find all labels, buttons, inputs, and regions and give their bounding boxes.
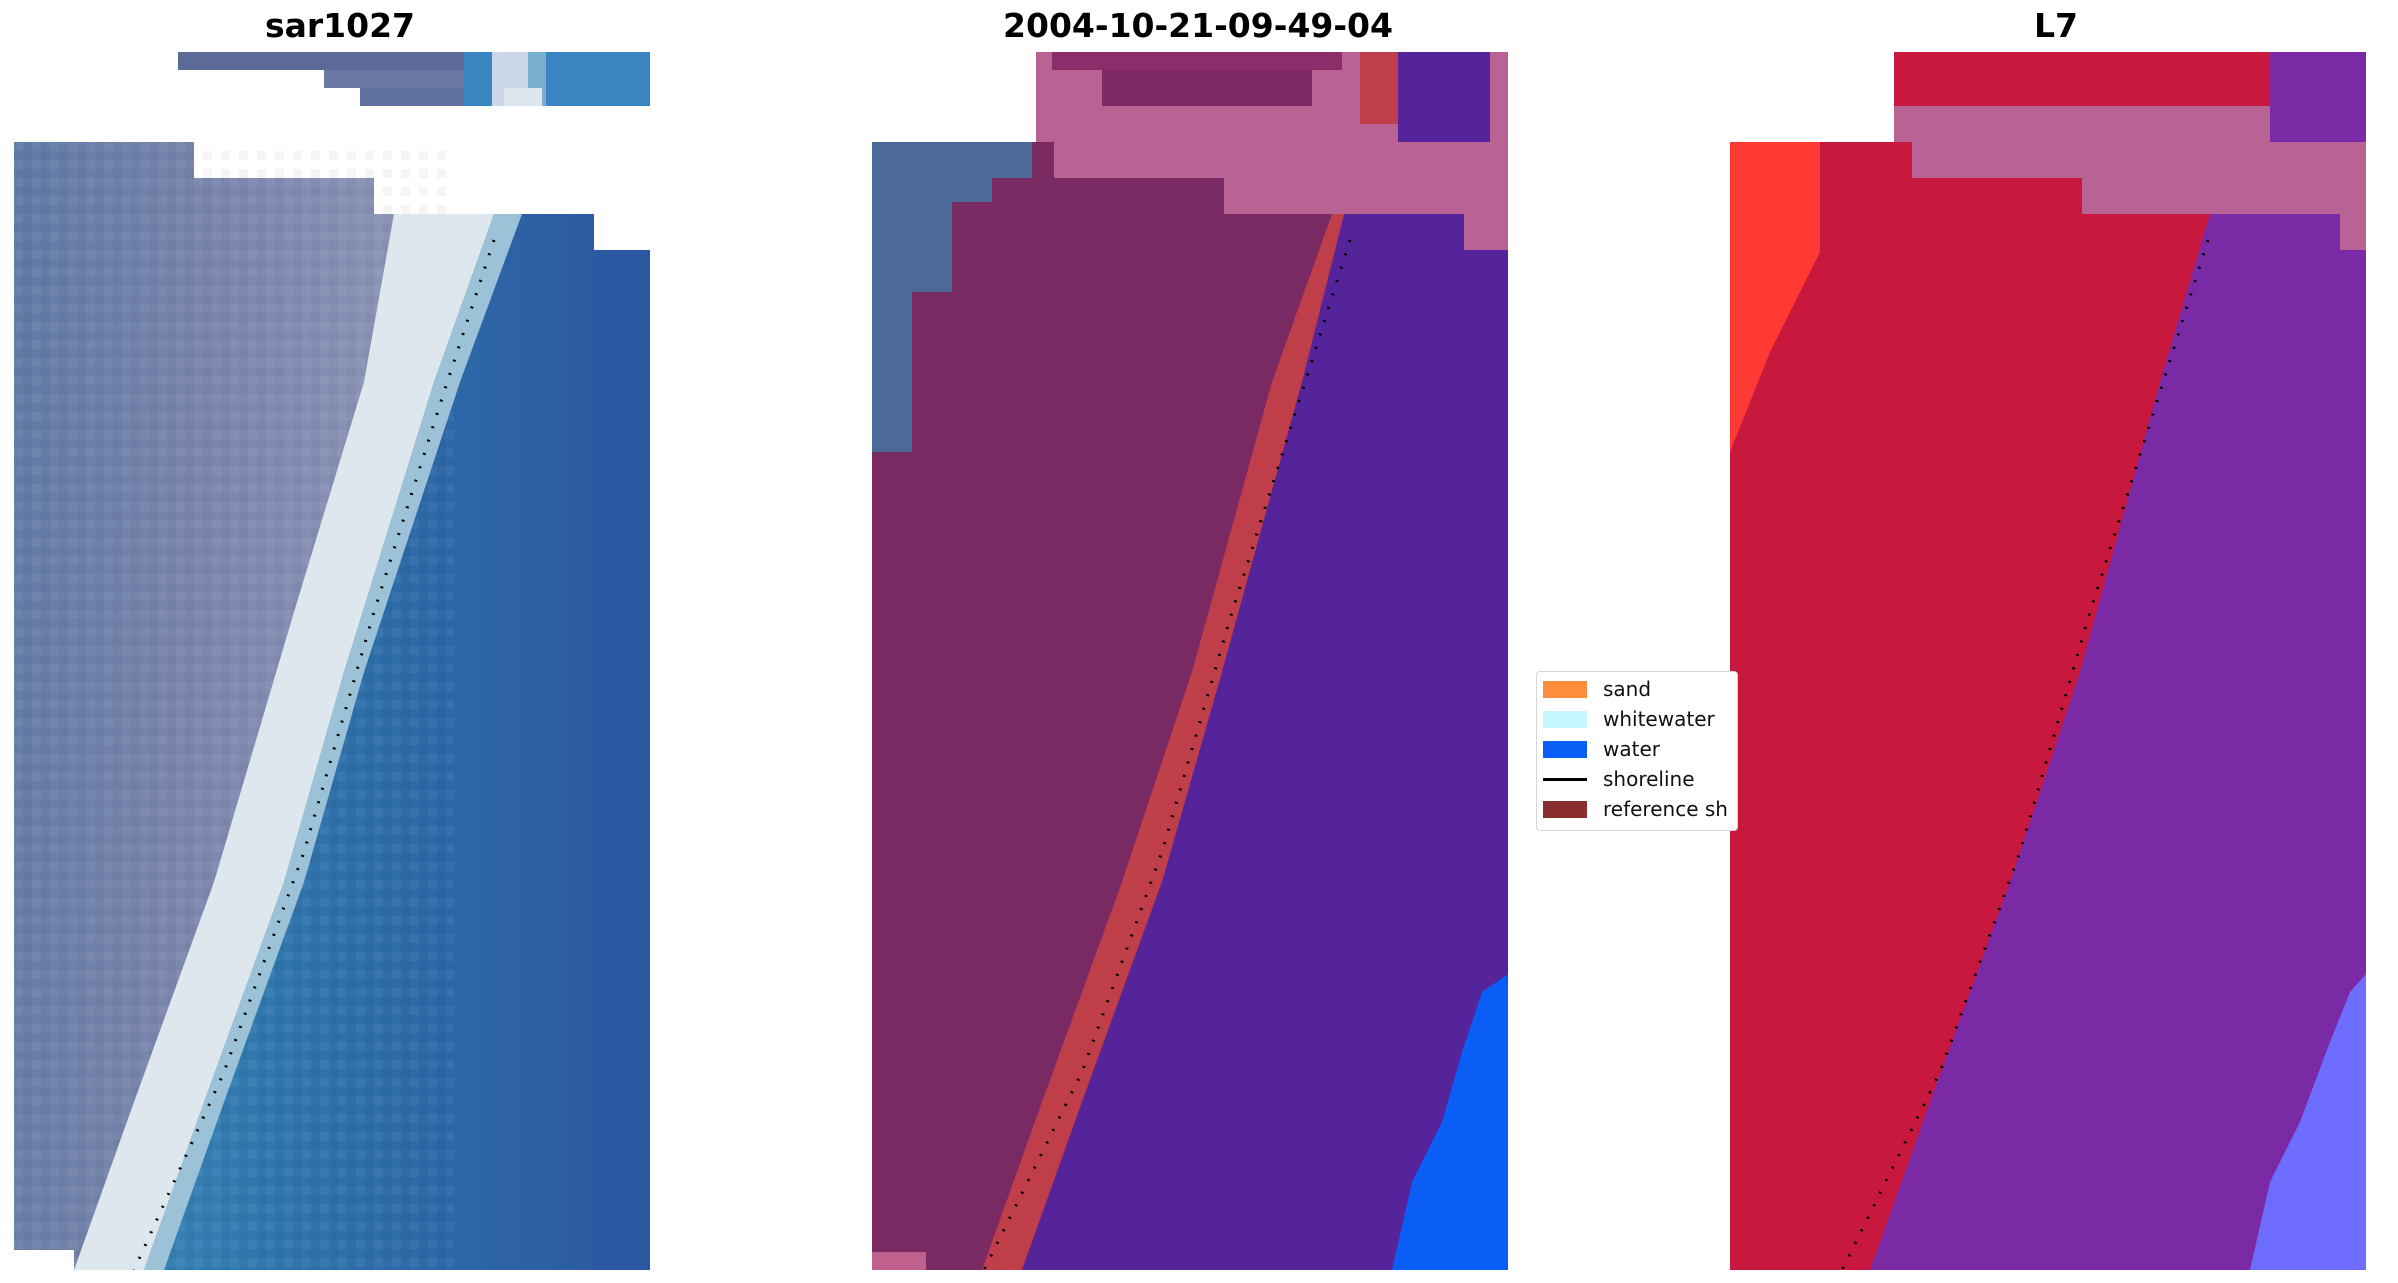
panel-title-left: sar1027 — [264, 6, 416, 45]
rgb-image-panel — [14, 52, 650, 1270]
legend-swatch-water — [1543, 740, 1587, 758]
legend-swatch-sand — [1543, 680, 1587, 698]
legend-label-whitewater: whitewater — [1603, 707, 1715, 731]
rgb-image — [14, 52, 650, 1270]
legend-label-sand: sand — [1603, 677, 1652, 701]
legend-item-water: water — [1543, 737, 1660, 761]
panel-title-right: L7 — [2034, 6, 2078, 45]
classified-image — [872, 52, 1508, 1270]
false-color-image — [1730, 52, 2366, 1270]
legend-label-reference-shoreline: reference sh — [1603, 797, 1728, 821]
legend-label-water: water — [1603, 737, 1660, 761]
legend-swatch-whitewater — [1543, 710, 1587, 728]
legend-item-shoreline: shoreline — [1543, 767, 1695, 791]
legend-line-shoreline — [1543, 777, 1587, 781]
classified-image-panel — [872, 52, 1508, 1270]
legend: sand whitewater water shoreline referenc… — [1536, 671, 1738, 831]
legend-label-shoreline: shoreline — [1603, 767, 1695, 791]
false-color-image-panel — [1730, 52, 2366, 1270]
panel-title-middle: 2004-10-21-09-49-04 — [1003, 6, 1393, 45]
legend-swatch-reference-shoreline — [1543, 800, 1587, 818]
legend-item-reference-shoreline: reference sh — [1543, 797, 1728, 821]
legend-item-sand: sand — [1543, 677, 1652, 701]
legend-item-whitewater: whitewater — [1543, 707, 1715, 731]
